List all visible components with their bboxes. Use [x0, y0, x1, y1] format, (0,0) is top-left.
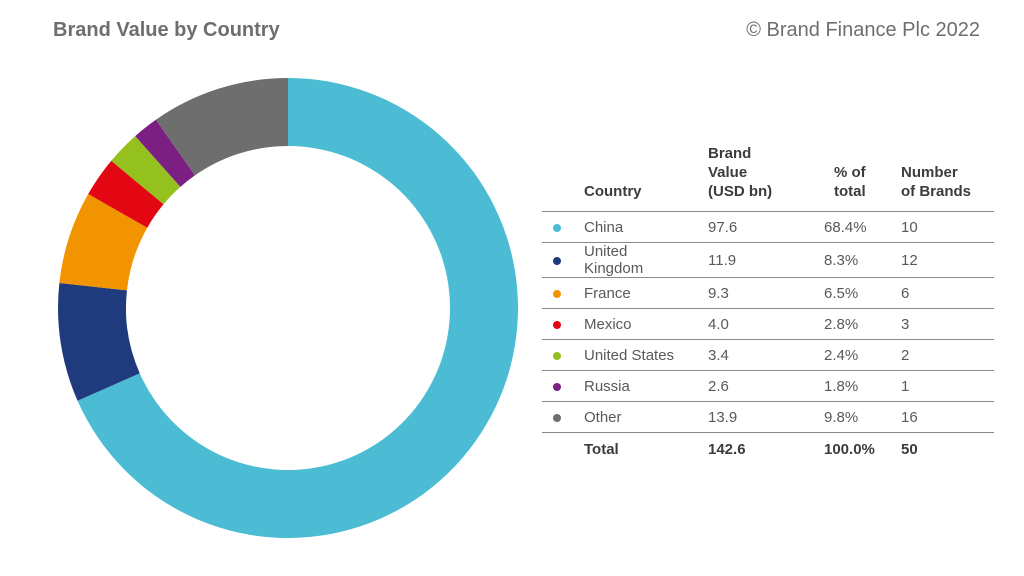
donut-slice-united-kingdom	[57, 282, 140, 401]
legend-pct: 6.5%	[824, 277, 901, 309]
legend-swatch-mexico	[553, 320, 561, 329]
legend-pct: 9.8%	[824, 401, 901, 433]
legend-value: 2.6	[708, 370, 824, 402]
total-value: 142.6	[708, 440, 746, 458]
legend-brands: 10	[901, 211, 994, 243]
legend-value: 4.0	[708, 308, 824, 340]
donut-chart	[57, 78, 519, 538]
legend-brands: 1	[901, 370, 994, 402]
legend-header-swatch	[542, 144, 584, 212]
legend-value: 9.3	[708, 277, 824, 309]
legend-pct: 2.8%	[824, 308, 901, 340]
legend-total-row: Total 142.6 100.0% 50	[542, 433, 994, 466]
legend-swatch-france	[553, 289, 561, 298]
legend-header-row: Country Brand Value (USD bn) % of total …	[542, 144, 994, 212]
legend-value: 3.4	[708, 339, 824, 371]
legend-brands: 3	[901, 308, 994, 340]
copyright-text: © Brand Finance Plc 2022	[746, 19, 980, 41]
legend-row: France 9.3 6.5% 6	[542, 277, 994, 309]
donut-slice-france	[59, 194, 148, 291]
legend-pct: 8.3%	[824, 242, 901, 278]
legend-header-pct: % of total	[824, 144, 901, 212]
legend-pct: 68.4%	[824, 211, 901, 243]
legend-row: Mexico 4.0 2.8% 3	[542, 308, 994, 340]
legend-country: Mexico	[584, 308, 708, 340]
legend-pct: 2.4%	[824, 339, 901, 371]
legend-value: 11.9	[708, 242, 824, 278]
legend-brands: 2	[901, 339, 994, 371]
legend-row: Russia 2.6 1.8% 1	[542, 370, 994, 402]
legend-header-brands: Number of Brands	[901, 144, 994, 212]
legend-country: France	[584, 277, 708, 309]
legend-country: United Kingdom	[584, 242, 708, 278]
legend-brands: 16	[901, 401, 994, 433]
legend-swatch-united-kingdom	[553, 256, 561, 265]
donut-slice-china	[77, 78, 519, 538]
legend-country: United States	[584, 339, 708, 371]
legend-swatch-russia	[553, 382, 561, 391]
legend-country: Russia	[584, 370, 708, 402]
legend-row: United Kingdom 11.9 8.3% 12	[542, 242, 994, 278]
legend-row: Other 13.9 9.8% 16	[542, 401, 994, 433]
legend-row: China 97.6 68.4% 10	[542, 211, 994, 243]
legend-country: Other	[584, 401, 708, 433]
donut-slice-mexico	[88, 160, 164, 228]
chart-title: Brand Value by Country	[53, 19, 280, 41]
legend-swatch-china	[553, 223, 561, 232]
total-brands: 50	[901, 440, 918, 458]
legend-header-value: Brand Value (USD bn)	[708, 144, 824, 212]
legend-table: Country Brand Value (USD bn) % of total …	[542, 144, 994, 465]
legend-swatch-united-states	[553, 351, 561, 360]
legend-brands: 12	[901, 242, 994, 278]
legend-value: 13.9	[708, 401, 824, 433]
legend-pct: 1.8%	[824, 370, 901, 402]
donut-slice-russia	[135, 119, 195, 187]
donut-slice-united-states	[111, 136, 181, 205]
legend-brands: 6	[901, 277, 994, 309]
legend-swatch-other	[553, 413, 561, 422]
legend-country: China	[584, 211, 708, 243]
legend-header-country: Country	[584, 144, 708, 212]
total-pct: 100.0%	[824, 440, 875, 458]
legend-row: United States 3.4 2.4% 2	[542, 339, 994, 371]
donut-slice-other	[155, 78, 288, 176]
total-label: Total	[584, 440, 619, 458]
legend-value: 97.6	[708, 211, 824, 243]
